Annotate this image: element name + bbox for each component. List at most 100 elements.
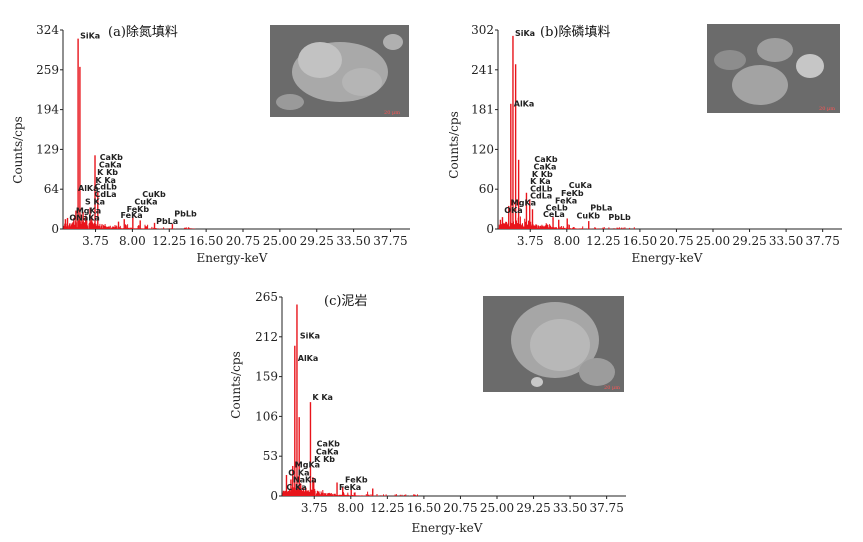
- y-tick-label: 181: [471, 103, 494, 117]
- peak-label: SiKa: [300, 331, 320, 340]
- x-tick-label: 33.50: [769, 234, 803, 248]
- peak-label: FeKb: [127, 205, 150, 214]
- sem-image-b: 20 µm: [707, 24, 840, 113]
- y-tick-label: 60: [479, 182, 494, 196]
- peak-label: CuKb: [142, 190, 166, 199]
- peak-label: PbLb: [608, 213, 631, 222]
- y-tick-label: 259: [36, 63, 59, 77]
- x-tick-label: 8.00: [119, 234, 146, 248]
- x-tick-label: 12.25: [586, 234, 620, 248]
- x-tick-label: 3.75: [517, 234, 544, 248]
- panel-b: Counts/cps (b)除磷填料 Energy-keV 0 60 120 181 2…: [447, 23, 842, 265]
- x-tick-label: 37.75: [589, 501, 623, 515]
- peak-label: PbLa: [156, 217, 178, 226]
- x-tick-label: 8.00: [337, 501, 364, 515]
- peak-label: K Kb: [97, 168, 118, 177]
- y-tick-label: 120: [471, 142, 494, 156]
- x-tick-label: 37.75: [805, 234, 839, 248]
- title-b: (b)除磷填料: [540, 25, 610, 40]
- peak-label: K Ka: [312, 393, 333, 402]
- x-tick-label: 16.50: [189, 234, 223, 248]
- x-tick-label: 25.00: [480, 501, 514, 515]
- x-tick-label: 3.75: [301, 501, 328, 515]
- spectrum-c: [282, 304, 418, 496]
- xlabel-b: Energy-keV: [632, 251, 703, 265]
- peak-label: CaKb: [100, 153, 123, 162]
- y-tick-label: 64: [44, 182, 60, 196]
- peak-label: S Ka: [85, 197, 105, 206]
- peak-label: FeKa: [555, 196, 577, 205]
- peak-label: CaKa: [316, 448, 339, 457]
- spectrum-noise: [498, 216, 636, 229]
- peak-label: O Ka: [288, 469, 309, 478]
- peak-label: OKa: [504, 206, 522, 215]
- xlabel-a: Energy-keV: [197, 251, 268, 265]
- y-tick-label: 324: [36, 23, 59, 37]
- peak-label: CuKa: [134, 197, 157, 206]
- peak-label: FeKa: [339, 483, 361, 492]
- x-tick-label: 20.75: [226, 234, 260, 248]
- x-tick-label: 29.25: [732, 234, 766, 248]
- peak-label: AlKa: [78, 184, 99, 193]
- peak-label: FeKb: [345, 475, 368, 484]
- y-tick-label: 265: [255, 290, 278, 304]
- x-tick-label: 16.50: [623, 234, 657, 248]
- y-tick-label: 53: [263, 449, 278, 463]
- panel-c: Counts/cps (c)泥岩 Energy-keV 0 53 106 159 212…: [229, 290, 626, 535]
- sem-image-c: 20 µm: [483, 296, 624, 392]
- peak-label: FeKa: [121, 211, 143, 220]
- peak-label: SiKa: [80, 32, 100, 41]
- x-tick-label: 33.50: [553, 501, 587, 515]
- peak-label: CdLa: [94, 190, 116, 199]
- x-tick-label: 16.50: [407, 501, 441, 515]
- ylabel-c: Counts/cps: [229, 351, 243, 418]
- x-tick-label: 25.00: [696, 234, 730, 248]
- peak-label: K Ka: [95, 176, 116, 185]
- peak-label: K Ka: [530, 177, 551, 186]
- peak-label: CaKa: [534, 163, 557, 172]
- spectrum-b: [498, 35, 636, 229]
- peak-label: PbLa: [590, 204, 612, 213]
- y-tick-label: 241: [471, 63, 494, 77]
- y-tick-label: 302: [471, 23, 494, 37]
- peak-label: NaKa: [293, 475, 317, 484]
- sem-image-a: 20 µm: [270, 25, 409, 117]
- title-a: (a)除氮填料: [108, 25, 178, 40]
- peak-label: CdLa: [530, 192, 552, 201]
- x-tick-label: 8.00: [553, 234, 580, 248]
- peak-label: CdLb: [94, 183, 117, 192]
- peak-label: PbLb: [174, 210, 197, 219]
- x-tick-label: 29.25: [516, 501, 550, 515]
- scale-text-b: 20 µm: [819, 106, 835, 112]
- peak-label: MgKa: [295, 460, 320, 469]
- peak-label: CeLa: [543, 210, 565, 219]
- x-tick-label: 12.25: [370, 501, 404, 515]
- title-c: (c)泥岩: [324, 294, 367, 309]
- x-tick-label: 3.75: [82, 234, 109, 248]
- ylabel-b: Counts/cps: [447, 111, 461, 178]
- peak-label: CdLb: [530, 184, 553, 193]
- y-tick-label: 106: [255, 409, 278, 423]
- scale-text-a: 20 µm: [384, 110, 400, 116]
- y-tick-label: 0: [270, 489, 278, 503]
- x-tick-label: 37.75: [373, 234, 407, 248]
- peak-label: CuKa: [569, 181, 592, 190]
- y-tick-label: 129: [36, 142, 59, 156]
- peak-label: SiKa: [515, 29, 535, 38]
- peak-label: MgKa: [511, 198, 536, 207]
- peak-label: C Ka: [286, 483, 306, 492]
- x-tick-label: 33.50: [336, 234, 370, 248]
- y-tick-label: 159: [255, 370, 278, 384]
- y-tick-label: 194: [36, 103, 59, 117]
- peak-label: MgKa: [76, 207, 101, 216]
- panel-a: Counts/cps (a)除氮填料 Energy-keV 0 64 129 194 2…: [11, 23, 410, 265]
- x-tick-label: 29.25: [300, 234, 334, 248]
- spectrum-a: [63, 38, 196, 229]
- peak-label: K Kb: [314, 455, 335, 464]
- peak-label: CeLb: [546, 204, 568, 213]
- peak-label: AlKa: [298, 354, 319, 363]
- ylabel-a: Counts/cps: [11, 116, 25, 183]
- peak-label: AlKa: [514, 99, 535, 108]
- x-tick-label: 20.75: [659, 234, 693, 248]
